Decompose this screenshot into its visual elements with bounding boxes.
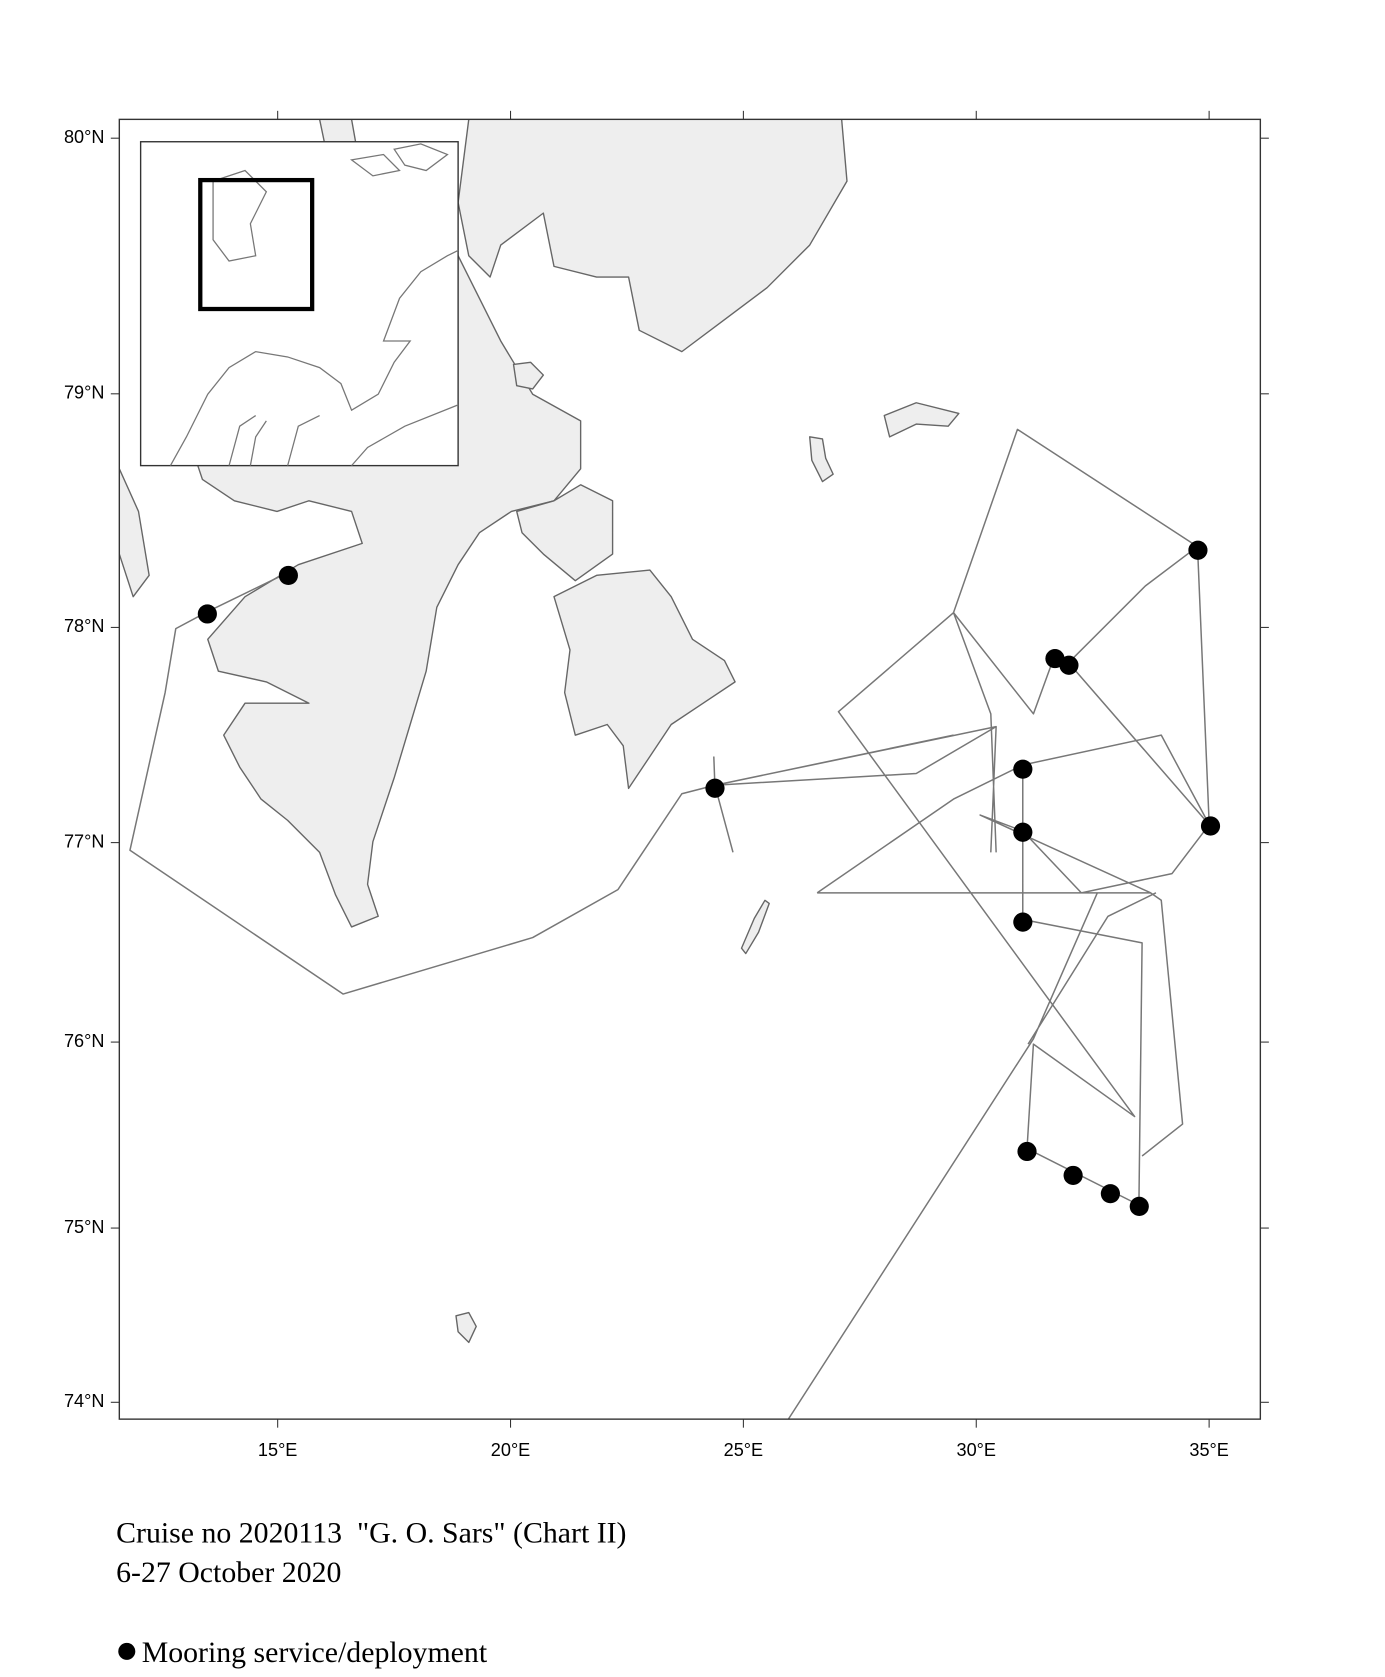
mooring bbox=[1013, 822, 1033, 842]
x-tick-label: 15°E bbox=[258, 1440, 297, 1460]
legend-label: Mooring service/deployment bbox=[142, 1636, 488, 1669]
land bbox=[457, 119, 848, 353]
x-tick-label: 20°E bbox=[491, 1440, 530, 1460]
land bbox=[883, 402, 960, 438]
land bbox=[553, 569, 736, 790]
ship-track bbox=[129, 428, 1210, 1420]
y-tick-label: 76°N bbox=[64, 1031, 104, 1051]
mooring bbox=[197, 604, 217, 624]
y-tick-label: 79°N bbox=[64, 383, 104, 403]
moorings bbox=[197, 540, 1221, 1216]
mooring bbox=[1100, 1184, 1120, 1204]
caption-line-1: Cruise no 2020113 "G. O. Sars" (Chart II… bbox=[116, 1517, 626, 1550]
mooring bbox=[1129, 1196, 1149, 1216]
inset-extent bbox=[198, 177, 315, 312]
mooring bbox=[1013, 912, 1033, 932]
land bbox=[516, 484, 614, 582]
map-frame bbox=[118, 118, 1262, 1420]
land bbox=[191, 119, 582, 928]
mooring bbox=[1188, 540, 1208, 560]
mooring bbox=[1017, 1141, 1037, 1162]
y-tick-label: 74°N bbox=[64, 1391, 104, 1411]
mooring bbox=[1059, 655, 1079, 675]
mooring bbox=[1063, 1165, 1083, 1185]
mooring bbox=[705, 778, 725, 798]
land bbox=[512, 361, 545, 390]
x-tick-label: 25°E bbox=[724, 1440, 763, 1460]
inset-land bbox=[169, 143, 459, 467]
y-tick-label: 75°N bbox=[64, 1217, 104, 1237]
y-tick-label: 80°N bbox=[64, 127, 104, 147]
mooring bbox=[1200, 816, 1221, 836]
y-tick-label: 78°N bbox=[64, 616, 104, 636]
mooring bbox=[1013, 759, 1033, 779]
land bbox=[808, 436, 834, 483]
x-tick-label: 30°E bbox=[957, 1440, 996, 1460]
land bbox=[740, 899, 770, 955]
inset-frame bbox=[139, 141, 459, 467]
land bbox=[455, 1311, 477, 1344]
inset-map bbox=[139, 141, 459, 467]
land-and-tracks bbox=[119, 119, 1221, 1420]
mooring bbox=[278, 565, 298, 586]
land bbox=[119, 468, 150, 598]
x-tick-label: 35°E bbox=[1189, 1440, 1228, 1460]
legend-symbol bbox=[118, 1642, 136, 1660]
y-tick-label: 77°N bbox=[64, 831, 104, 851]
caption-line-2: 6-27 October 2020 bbox=[116, 1556, 341, 1589]
axes: 80°N 79°N 78°N 77°N 76°N 75°N 74°N 15°E 20°E 25°E… bbox=[64, 110, 1269, 1460]
